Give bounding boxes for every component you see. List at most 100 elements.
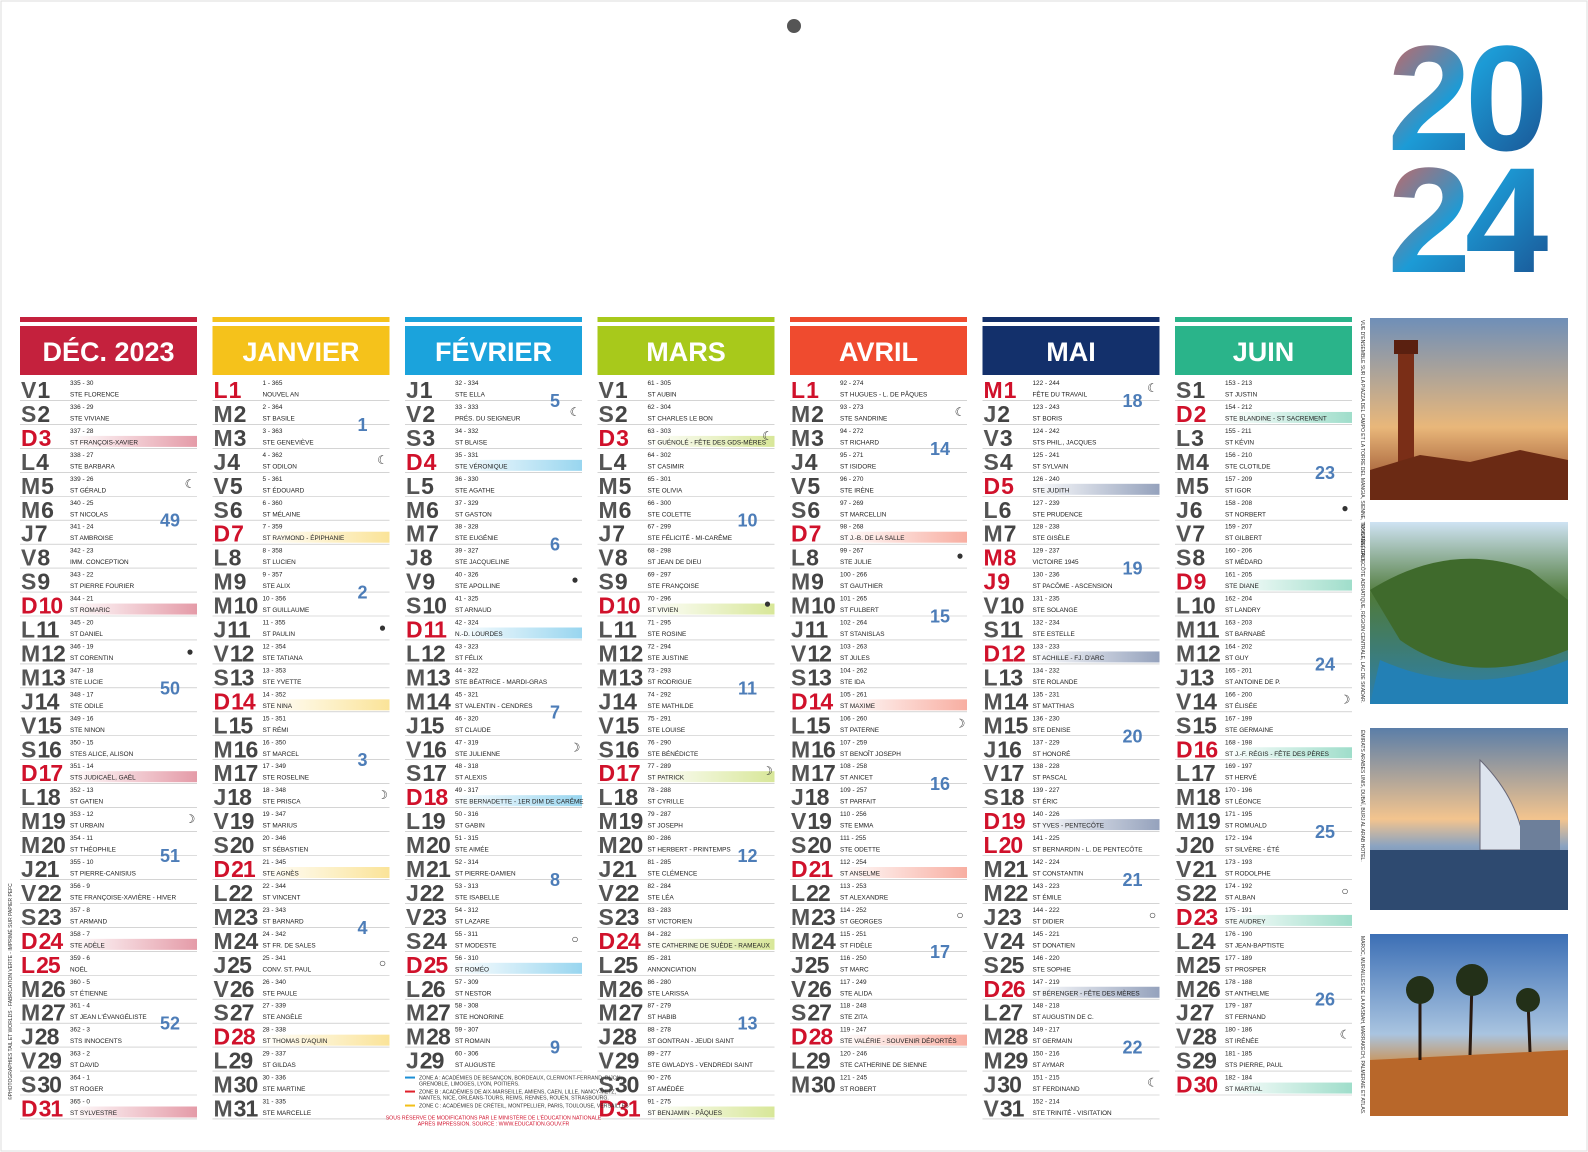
day-letter: V bbox=[21, 1048, 37, 1074]
day-code: 139 - 227 bbox=[1033, 787, 1060, 794]
day-number: 3 bbox=[1191, 425, 1203, 451]
day-number: 21 bbox=[35, 856, 60, 882]
week-number: 6 bbox=[550, 535, 560, 555]
day-letter: S bbox=[1176, 1048, 1191, 1074]
day-code: 59 - 307 bbox=[455, 1027, 479, 1034]
day-number: 25 bbox=[1196, 952, 1221, 978]
day-number: 22 bbox=[37, 880, 61, 906]
day-number: 13 bbox=[426, 664, 450, 690]
day-code: 151 - 215 bbox=[1033, 1075, 1060, 1082]
saint-name: ST ANSELME bbox=[840, 871, 880, 878]
moon-phase: ☽ bbox=[570, 740, 581, 754]
day-number: 31 bbox=[234, 1096, 259, 1122]
saint-name: STE NINON bbox=[70, 727, 105, 734]
day-number: 6 bbox=[230, 497, 242, 523]
saint-name: ST GÉRALD bbox=[70, 485, 106, 494]
day-letter: S bbox=[1176, 712, 1191, 738]
day-code: 39 - 327 bbox=[455, 548, 479, 555]
day-number: 22 bbox=[615, 880, 639, 906]
photo-caption: MAROC, MURAILLES DE LA KASBAH, MARRAKECH… bbox=[1359, 936, 1365, 1114]
saint-name: STE IDA bbox=[840, 679, 866, 686]
saint-name: ST ROBERT bbox=[840, 1086, 876, 1093]
week-number: 24 bbox=[1315, 654, 1335, 674]
day-code: 335 - 30 bbox=[70, 380, 94, 387]
day-letter: L bbox=[406, 473, 420, 499]
saint-name: STE LARISSA bbox=[648, 990, 690, 997]
day-code: 112 - 254 bbox=[840, 859, 867, 866]
day-letter: M bbox=[214, 1096, 233, 1122]
day-number: 7 bbox=[426, 521, 438, 547]
day-letter: M bbox=[21, 473, 40, 499]
day-letter: S bbox=[599, 1072, 614, 1098]
day-number: 21 bbox=[809, 856, 834, 882]
day-code: 30 - 336 bbox=[263, 1075, 287, 1082]
day-code: 152 - 214 bbox=[1033, 1099, 1060, 1106]
saint-name: ST NICOLAS bbox=[70, 511, 108, 518]
saint-name: PRÉS. DU SEIGNEUR bbox=[455, 413, 521, 422]
saint-name: STE DIANE bbox=[1225, 583, 1259, 590]
day-number: 24 bbox=[1000, 928, 1025, 954]
saint-name: STE VALÉRIE - SOUVENIR DÉPORTÉS bbox=[840, 1036, 957, 1045]
day-code: 29 - 337 bbox=[263, 1051, 287, 1058]
day-code: 345 - 20 bbox=[70, 620, 94, 627]
day-number: 5 bbox=[41, 473, 54, 499]
saint-name: ST BARNARD bbox=[263, 918, 304, 925]
saint-name: ST CHARLES LE BON bbox=[648, 415, 714, 422]
saint-name: ST AUGUSTE bbox=[455, 1062, 495, 1069]
photo-siena bbox=[1370, 318, 1568, 500]
day-number: 27 bbox=[999, 1000, 1023, 1026]
day-code: 69 - 297 bbox=[648, 572, 672, 579]
year-bottom: 24 bbox=[1388, 136, 1548, 304]
saint-name: ST RICHARD bbox=[840, 439, 879, 446]
sunday-highlight bbox=[1223, 747, 1352, 759]
moon-phase: ● bbox=[764, 597, 771, 611]
week-number: 3 bbox=[357, 750, 367, 770]
day-letter: S bbox=[791, 497, 806, 523]
day-letter: V bbox=[791, 808, 807, 834]
day-code: 171 - 195 bbox=[1225, 811, 1252, 818]
day-letter: S bbox=[21, 569, 36, 595]
saint-name: ST PIERRE-CANISIUS bbox=[70, 871, 136, 878]
day-number: 8 bbox=[615, 545, 628, 571]
day-number: 23 bbox=[615, 904, 639, 930]
saint-name: ST AUGUSTIN DE C. bbox=[1033, 1014, 1095, 1021]
saint-name: STE HONORINE bbox=[455, 1014, 504, 1021]
week-number: 4 bbox=[357, 918, 367, 938]
day-letter: M bbox=[406, 664, 425, 690]
day-letter: J bbox=[984, 1072, 997, 1098]
day-number: 10 bbox=[1191, 593, 1215, 619]
day-letter: L bbox=[599, 449, 613, 475]
day-letter: M bbox=[1176, 640, 1195, 666]
saint-name: ST DAVID bbox=[70, 1062, 99, 1069]
day-code: 111 - 255 bbox=[840, 835, 867, 842]
day-letter: S bbox=[599, 736, 614, 762]
day-number: 8 bbox=[420, 545, 433, 571]
day-letter: M bbox=[791, 1072, 810, 1098]
moon-phase: ☽ bbox=[762, 764, 773, 778]
zone-text: ZONE C : ACADÉMIES DE CRÉTEIL, MONTPELLI… bbox=[419, 1103, 629, 1110]
saint-name: ST PACÔME - ASCENSION bbox=[1033, 581, 1113, 590]
saint-name: ST CORENTIN bbox=[70, 655, 114, 662]
year-top: 20 bbox=[1388, 14, 1543, 182]
day-number: 17 bbox=[1000, 760, 1024, 786]
saint-name: ST LUCIEN bbox=[263, 559, 297, 566]
moon-phase: ○ bbox=[571, 932, 578, 946]
day-number: 15 bbox=[229, 712, 254, 738]
day-letter: J bbox=[791, 449, 804, 475]
zone-text: GRENOBLE, LIMOGES, LYON, POITIERS. bbox=[419, 1082, 520, 1088]
day-number: 4 bbox=[805, 449, 818, 475]
moon-phase: ☽ bbox=[955, 716, 966, 730]
day-letter: S bbox=[791, 664, 806, 690]
day-code: 40 - 326 bbox=[455, 572, 479, 579]
day-letter: J bbox=[406, 545, 419, 571]
day-code: 104 - 262 bbox=[840, 667, 867, 674]
day-letter: S bbox=[599, 904, 614, 930]
day-code: 338 - 27 bbox=[70, 452, 94, 459]
day-number: 18 bbox=[805, 784, 830, 810]
day-letter: J bbox=[406, 880, 419, 906]
sunday-highlight bbox=[838, 1034, 967, 1046]
day-letter: D bbox=[599, 425, 616, 451]
day-letter: M bbox=[406, 832, 425, 858]
day-code: 123 - 243 bbox=[1033, 404, 1060, 411]
saint-name: STE ANGÈLE bbox=[263, 1012, 303, 1021]
